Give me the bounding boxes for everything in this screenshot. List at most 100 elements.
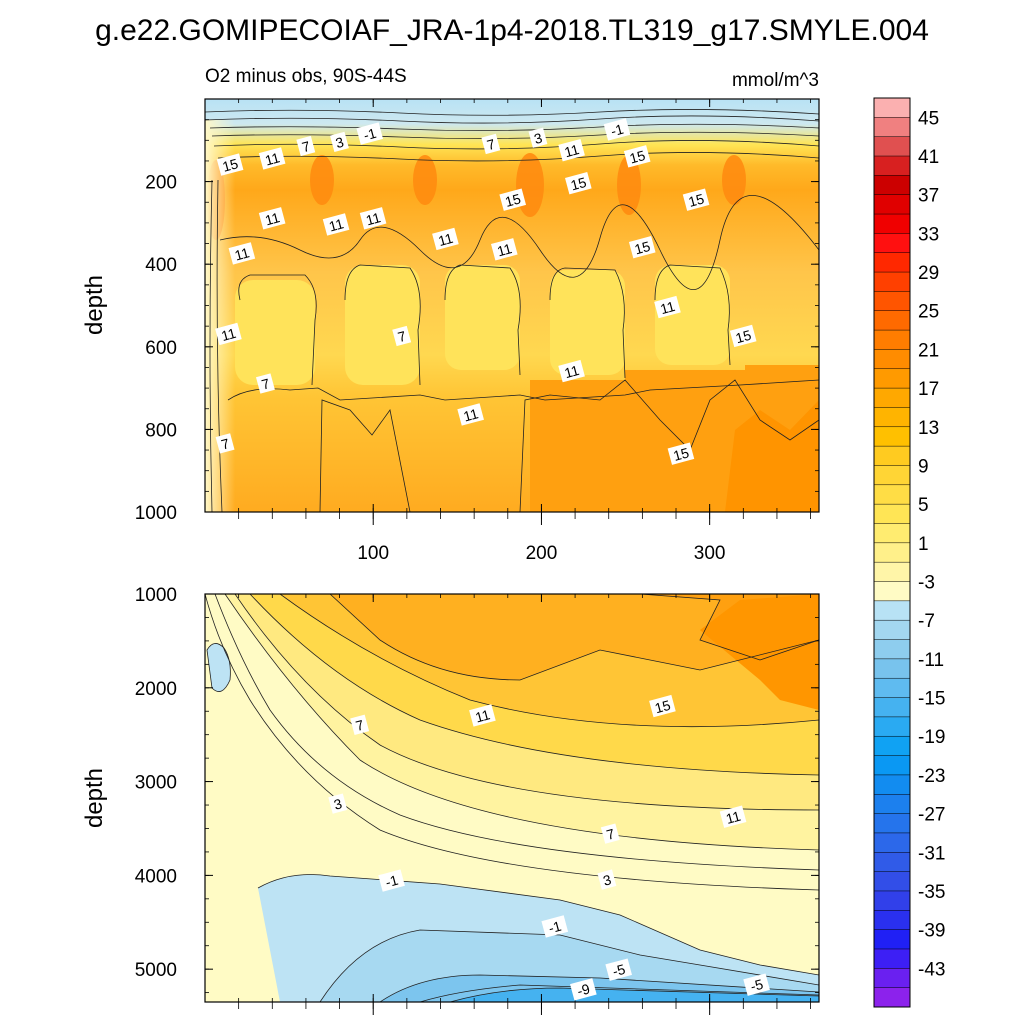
contour-label-bg [649,694,676,718]
colorbar-segment [874,639,910,660]
lower-band-29 [700,594,819,710]
colorbar-label: -11 [918,650,944,671]
colorbar-segment [874,774,910,795]
contour-label-text: 11 [219,325,237,344]
contour-label: 11 [322,213,350,236]
colorbar: 45 41 37 33 29 25 21 17 13 9 5 1 -3 -7 -11 -15 -19 -23 -27… [873,97,945,1008]
contour-label-text: 11 [563,362,581,381]
contour-label: 7 [600,823,620,844]
contour-label-bg [359,207,387,230]
contour-label-text: 15 [671,444,690,464]
contour-label: 15 [667,442,695,465]
contour-label: 15 [499,188,527,211]
contour-label-text: 7 [260,375,272,393]
contour-label-bg [216,153,244,176]
contour-label: 11 [719,805,747,828]
contour-label: 15 [216,153,244,176]
colorbar-segment [874,156,910,176]
y-tick-label: 600 [145,338,177,359]
colorbar-segment [874,465,910,486]
contour-label-bg [623,145,651,168]
colorbar-segment [874,697,910,718]
colorbar-segment [874,484,910,505]
colorbar-segment [874,794,910,814]
contour-label-bg [481,133,501,155]
upper-y-axis-label: depth [81,275,108,335]
contour-label-text: -1 [384,872,400,891]
y-tick-label: 200 [145,173,177,194]
contour-label: 7 [296,135,316,157]
y-tick-label: 1000 [135,503,177,524]
contour-label: 7 [350,714,370,735]
upper-panel: 200 400 600 800 1000 100 200 300 -1 -1 3 3 7 7 15 11 11… [81,98,820,564]
colorbar-label: -3 [918,573,935,594]
colorbar-segment [874,581,910,602]
upper-light-cells [235,265,730,385]
colorbar-segment [874,987,910,1008]
y-tick-label: 2000 [135,679,177,700]
contour-label: 11 [457,403,484,426]
contour-label: -1 [541,915,569,938]
contour-label-text: 7 [485,136,497,154]
colorbar-segment [874,755,910,776]
colorbar-label: 45 [918,108,939,129]
contour-label: 7 [481,133,501,155]
contour-label-text: 11 [462,405,480,424]
contour-label-text: 3 [334,134,346,152]
colorbar-segment [874,117,910,137]
contour-label: 11 [258,207,286,230]
x-tick-label: 300 [694,543,726,564]
lower-plot-frame [204,593,820,1003]
contour-label-text: 15 [687,190,706,210]
contour-label: 11 [258,147,286,170]
figure-title: g.e22.GOMIPECOIAF_JRA-1p4-2018.TL319_g17… [95,14,929,47]
contour-label-bg [469,704,496,727]
colorbar-segment [874,330,910,350]
contour-label: 7 [392,325,412,347]
contour-label-bg [378,869,405,892]
contour-label-bg [565,171,592,195]
contour-label: 11 [432,227,459,251]
contour-label-text: 11 [233,244,251,263]
contour-label-text: 15 [628,147,647,167]
contour-label-bg [654,295,681,319]
contour-label-bg [215,433,235,454]
upper-deep-patch [725,400,819,512]
contour-label-text: 15 [503,190,522,210]
contour-label-bg [490,238,518,261]
colorbar-frame [873,97,911,1008]
contour-label-bg [258,207,286,230]
contour-label-bg [743,973,770,996]
contour-label-bg [605,958,632,981]
lower-panel: 1000 2000 3000 4000 5000 15 11 7 11 3 7 3 -1 -1 -5 -5 -… [81,585,820,1015]
colorbar-label: 25 [918,302,939,323]
lower-negative-4 [450,988,819,1002]
contour-label-text: -1 [362,125,378,144]
colorbar-label: -19 [918,727,945,748]
colorbar-segment [874,175,910,196]
y-tick-label: 5000 [135,960,177,981]
contour-label-text: 7 [605,825,617,843]
contour-label: 15 [729,324,757,348]
colorbar-segment [874,407,910,428]
colorbar-segment [874,446,910,466]
contour-label-bg [570,978,597,1001]
contour-label: 7 [215,433,235,454]
colorbar-segment [874,890,910,911]
contour-label-text: -9 [575,980,591,999]
colorbar-segment [874,252,910,273]
contour-label-text: 11 [263,149,281,168]
upper-ticks: 200 400 600 800 1000 100 200 300 [135,98,819,564]
colorbar-segment [874,562,910,582]
contour-label-bg [719,805,747,828]
contour-label-text: 3 [332,795,344,813]
colorbar-label: 13 [918,418,939,439]
lower-contours [205,594,819,1002]
contour-label-bg [600,823,620,844]
contour-label: 15 [628,236,656,259]
contour-label-text: 11 [327,215,345,234]
colorbar-segment [874,272,910,292]
contour-label-bg [528,127,548,148]
contour-label: 3 [330,131,349,153]
